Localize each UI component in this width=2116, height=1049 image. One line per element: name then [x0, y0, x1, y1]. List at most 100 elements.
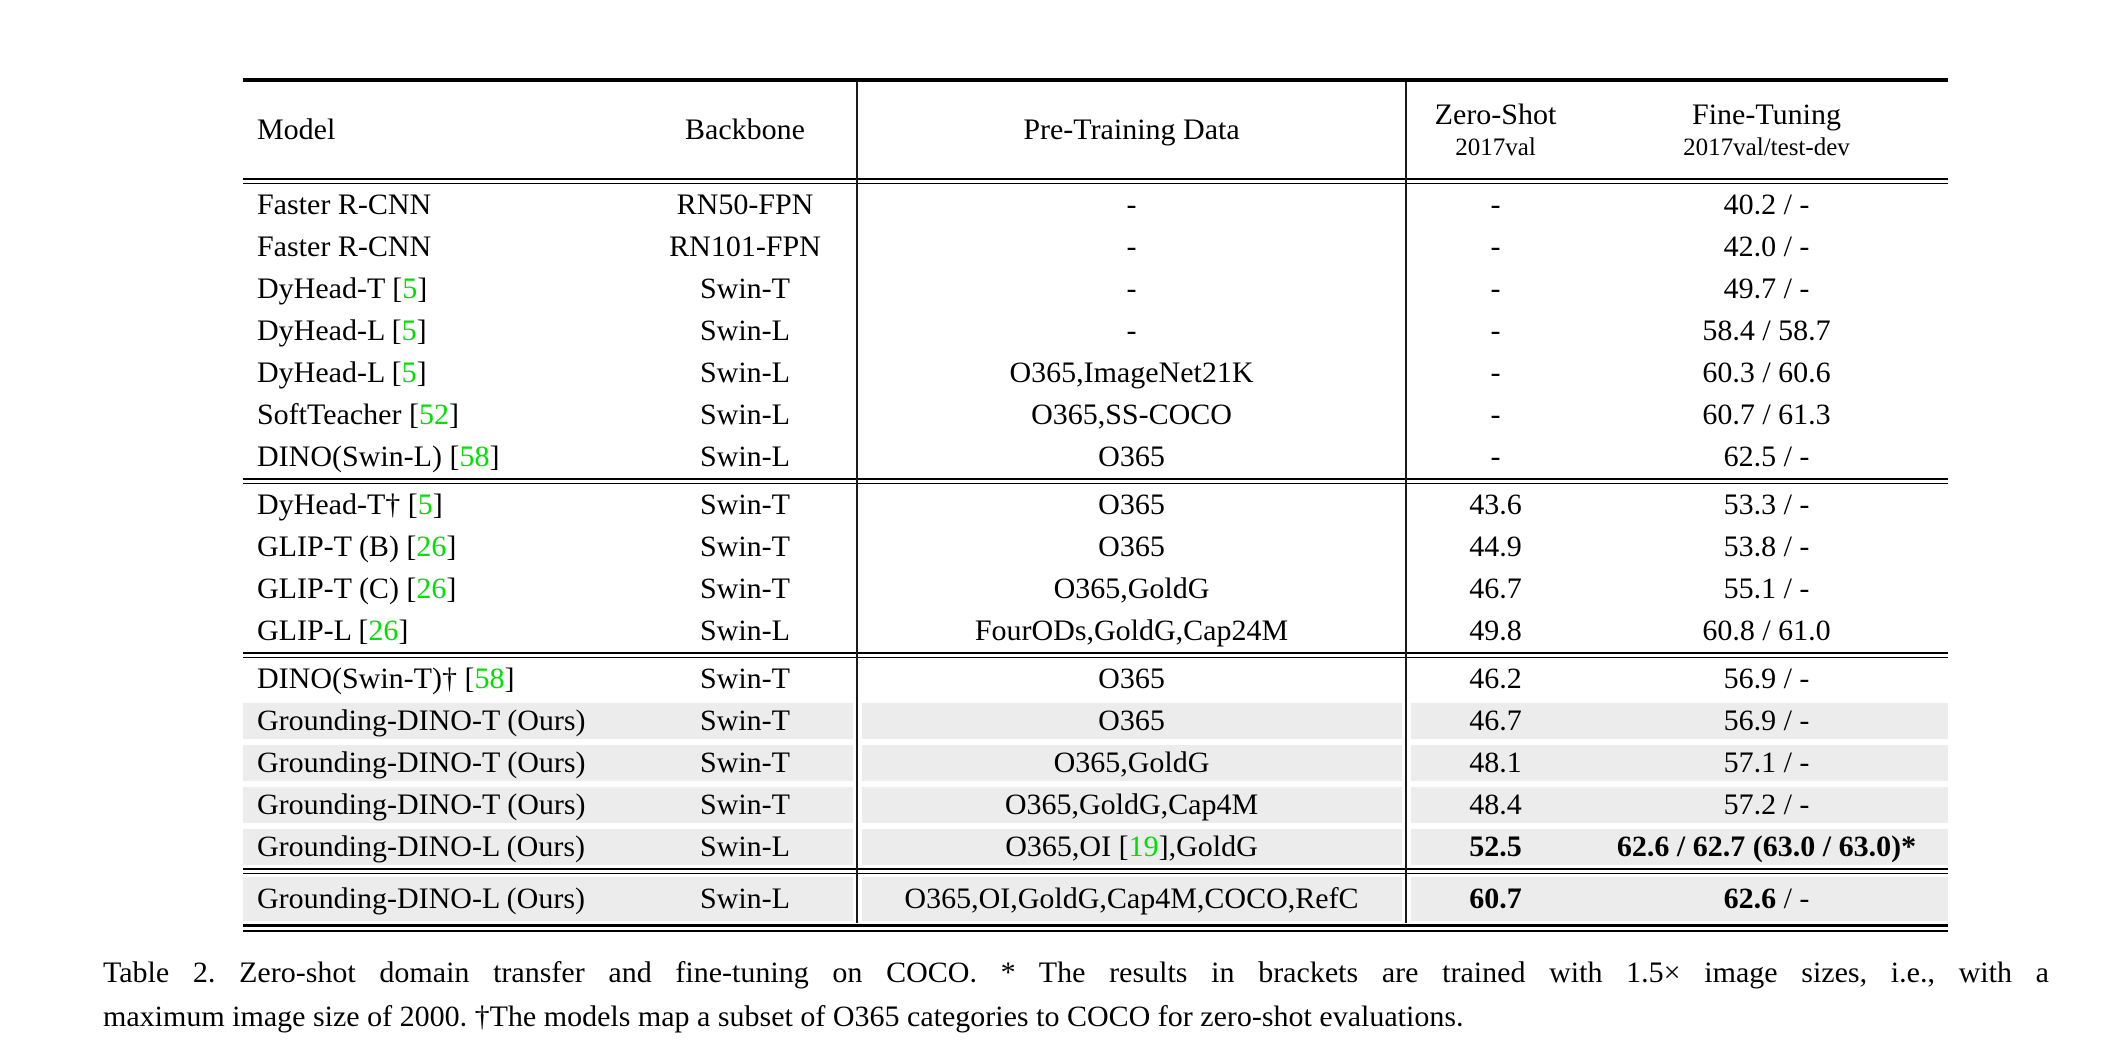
- cell-model: DINO(Swin-T)† [58]: [243, 658, 633, 700]
- group-separator-rule: [243, 652, 1948, 658]
- text-segment: 57.2 / -: [1723, 788, 1810, 821]
- row-highlight-band: [862, 877, 1402, 921]
- cell-model: DINO(Swin-L) [58]: [243, 436, 633, 478]
- cell-zeroshot-ap: -: [1406, 310, 1585, 352]
- table-caption: Table 2. Zero-shot domain transfer and f…: [103, 951, 2049, 1039]
- cell-zeroshot-ap: 48.1: [1406, 742, 1585, 784]
- cell-pretraining-data: O365,OI [19],GoldG: [857, 826, 1406, 868]
- text-segment: O365,GoldG,Cap4M: [1004, 788, 1259, 821]
- table-row: DyHead-L [5] Swin-L O365,ImageNet21K - 60.3 …: [243, 352, 1948, 394]
- text-segment: ]: [446, 530, 457, 563]
- cell-model: Grounding-DINO-T (Ours): [243, 700, 633, 742]
- text-segment: ]: [446, 572, 457, 605]
- text-segment: 48.1: [1469, 746, 1522, 779]
- header-finetuning: Fine-Tuning 2017val/test-dev: [1585, 97, 1948, 163]
- row-highlight-band: [243, 745, 853, 781]
- citation-link[interactable]: 58: [474, 662, 505, 695]
- cell-zeroshot-ap: 46.7: [1406, 568, 1585, 610]
- table-header-row: Model Backbone Pre-Training Data Zero-Sh…: [243, 82, 1948, 178]
- citation-link[interactable]: 5: [417, 488, 433, 521]
- cell-zeroshot-ap: -: [1406, 352, 1585, 394]
- text-segment: 62.6 / 62.7 (63.0 / 63.0)*: [1616, 830, 1917, 863]
- table-row: Faster R-CNN RN101-FPN - - 42.0 / -: [243, 226, 1948, 268]
- cell-model: DyHead-T [5]: [243, 268, 633, 310]
- text-segment: 56.9 / -: [1723, 704, 1810, 737]
- text-segment: Grounding-DINO-T (Ours): [257, 704, 586, 737]
- column-divider-pretraining-zeroshot: [1405, 82, 1407, 923]
- text-segment: 55.1 / -: [1723, 572, 1810, 605]
- text-segment: DyHead-L [: [257, 356, 402, 389]
- table-row: GLIP-L [26] Swin-L FourODs,GoldG,Cap24M 49.…: [243, 610, 1948, 652]
- text-segment: ]: [416, 356, 427, 389]
- citation-link[interactable]: 26: [416, 530, 447, 563]
- cell-pretraining-data: -: [857, 310, 1406, 352]
- header-model: Model: [257, 113, 336, 146]
- text-segment: 56.9 / -: [1723, 662, 1810, 695]
- cell-backbone: Swin-L: [700, 614, 790, 647]
- citation-link[interactable]: 26: [416, 572, 447, 605]
- text-segment: 60.7 / 61.3: [1702, 398, 1831, 431]
- cell-model: Grounding-DINO-L (Ours): [243, 826, 633, 868]
- cell-finetuning-ap: 58.4 / 58.7: [1585, 310, 1948, 352]
- text-segment: -: [1126, 230, 1137, 263]
- table-top-rule: [243, 78, 1948, 82]
- results-table: Model Backbone Pre-Training Data Zero-Sh…: [243, 78, 1948, 932]
- citation-link[interactable]: 52: [418, 398, 449, 431]
- citation-link[interactable]: 5: [401, 356, 417, 389]
- row-highlight-band: [243, 877, 853, 921]
- cell-backbone: Swin-L: [700, 440, 790, 473]
- text-segment: 42.0 / -: [1723, 230, 1810, 263]
- text-segment: ]: [398, 614, 409, 647]
- group-separator-rule: [243, 478, 1948, 484]
- text-segment: 40.2 / -: [1723, 188, 1810, 221]
- text-segment: O365,GoldG: [1053, 746, 1210, 779]
- cell-backbone: Swin-T: [700, 530, 790, 563]
- cell-model: Faster R-CNN: [243, 184, 633, 226]
- text-segment: ]: [416, 314, 427, 347]
- cell-backbone: RN101-FPN: [669, 230, 821, 263]
- header-zeroshot: Zero-Shot 2017val: [1406, 97, 1585, 163]
- cell-model: DyHead-L [5]: [243, 310, 633, 352]
- row-highlight-band: [1411, 829, 1948, 865]
- text-segment: Grounding-DINO-L (Ours): [257, 830, 585, 863]
- text-segment: -: [1126, 314, 1137, 347]
- table-row: SoftTeacher [52] Swin-L O365,SS-COCO - 60.7 …: [243, 394, 1948, 436]
- text-segment: -: [1490, 272, 1501, 305]
- cell-model: DyHead-T† [5]: [243, 484, 633, 526]
- text-segment: 62.6: [1723, 882, 1777, 915]
- citation-link[interactable]: 26: [368, 614, 399, 647]
- text-segment: 62.5 / -: [1723, 440, 1810, 473]
- cell-finetuning-ap: 62.6 / -: [1585, 874, 1948, 924]
- text-segment: 57.1 / -: [1723, 746, 1810, 779]
- text-segment: 43.6: [1469, 488, 1522, 521]
- table-row: Grounding-DINO-L (Ours) Swin-L O365,OI [19…: [243, 826, 1948, 868]
- cell-finetuning-ap: 56.9 / -: [1585, 658, 1948, 700]
- text-segment: DyHead-T [: [257, 272, 403, 305]
- text-segment: -: [1490, 314, 1501, 347]
- text-segment: -: [1126, 188, 1137, 221]
- text-segment: -: [1490, 356, 1501, 389]
- cell-finetuning-ap: 60.3 / 60.6: [1585, 352, 1948, 394]
- text-segment: ]: [417, 272, 428, 305]
- table-row: GLIP-T (C) [26] Swin-T O365,GoldG 46.7 55.1 …: [243, 568, 1948, 610]
- citation-link[interactable]: 5: [402, 272, 418, 305]
- cell-zeroshot-ap: 44.9: [1406, 526, 1585, 568]
- text-segment: 46.2: [1469, 662, 1522, 695]
- cell-finetuning-ap: 53.3 / -: [1585, 484, 1948, 526]
- text-segment: DINO(Swin-L) [: [257, 440, 460, 473]
- citation-link[interactable]: 5: [401, 314, 417, 347]
- header-finetuning-subtitle: 2017val/test-dev: [1683, 134, 1850, 161]
- table-row: Faster R-CNN RN50-FPN - - 40.2 / -: [243, 184, 1948, 226]
- text-segment: FourODs,GoldG,Cap24M: [974, 614, 1289, 647]
- cell-model: GLIP-L [26]: [243, 610, 633, 652]
- cell-pretraining-data: -: [857, 184, 1406, 226]
- citation-link[interactable]: 19: [1128, 830, 1159, 863]
- text-segment: O365,SS-COCO: [1031, 398, 1232, 431]
- cell-finetuning-ap: 40.2 / -: [1585, 184, 1948, 226]
- cell-backbone: Swin-T: [700, 572, 790, 605]
- cell-backbone: Swin-L: [700, 398, 790, 431]
- text-segment: Grounding-DINO-T (Ours): [257, 746, 586, 779]
- citation-link[interactable]: 58: [459, 440, 490, 473]
- cell-pretraining-data: O365: [857, 526, 1406, 568]
- text-segment: 60.7: [1469, 882, 1522, 915]
